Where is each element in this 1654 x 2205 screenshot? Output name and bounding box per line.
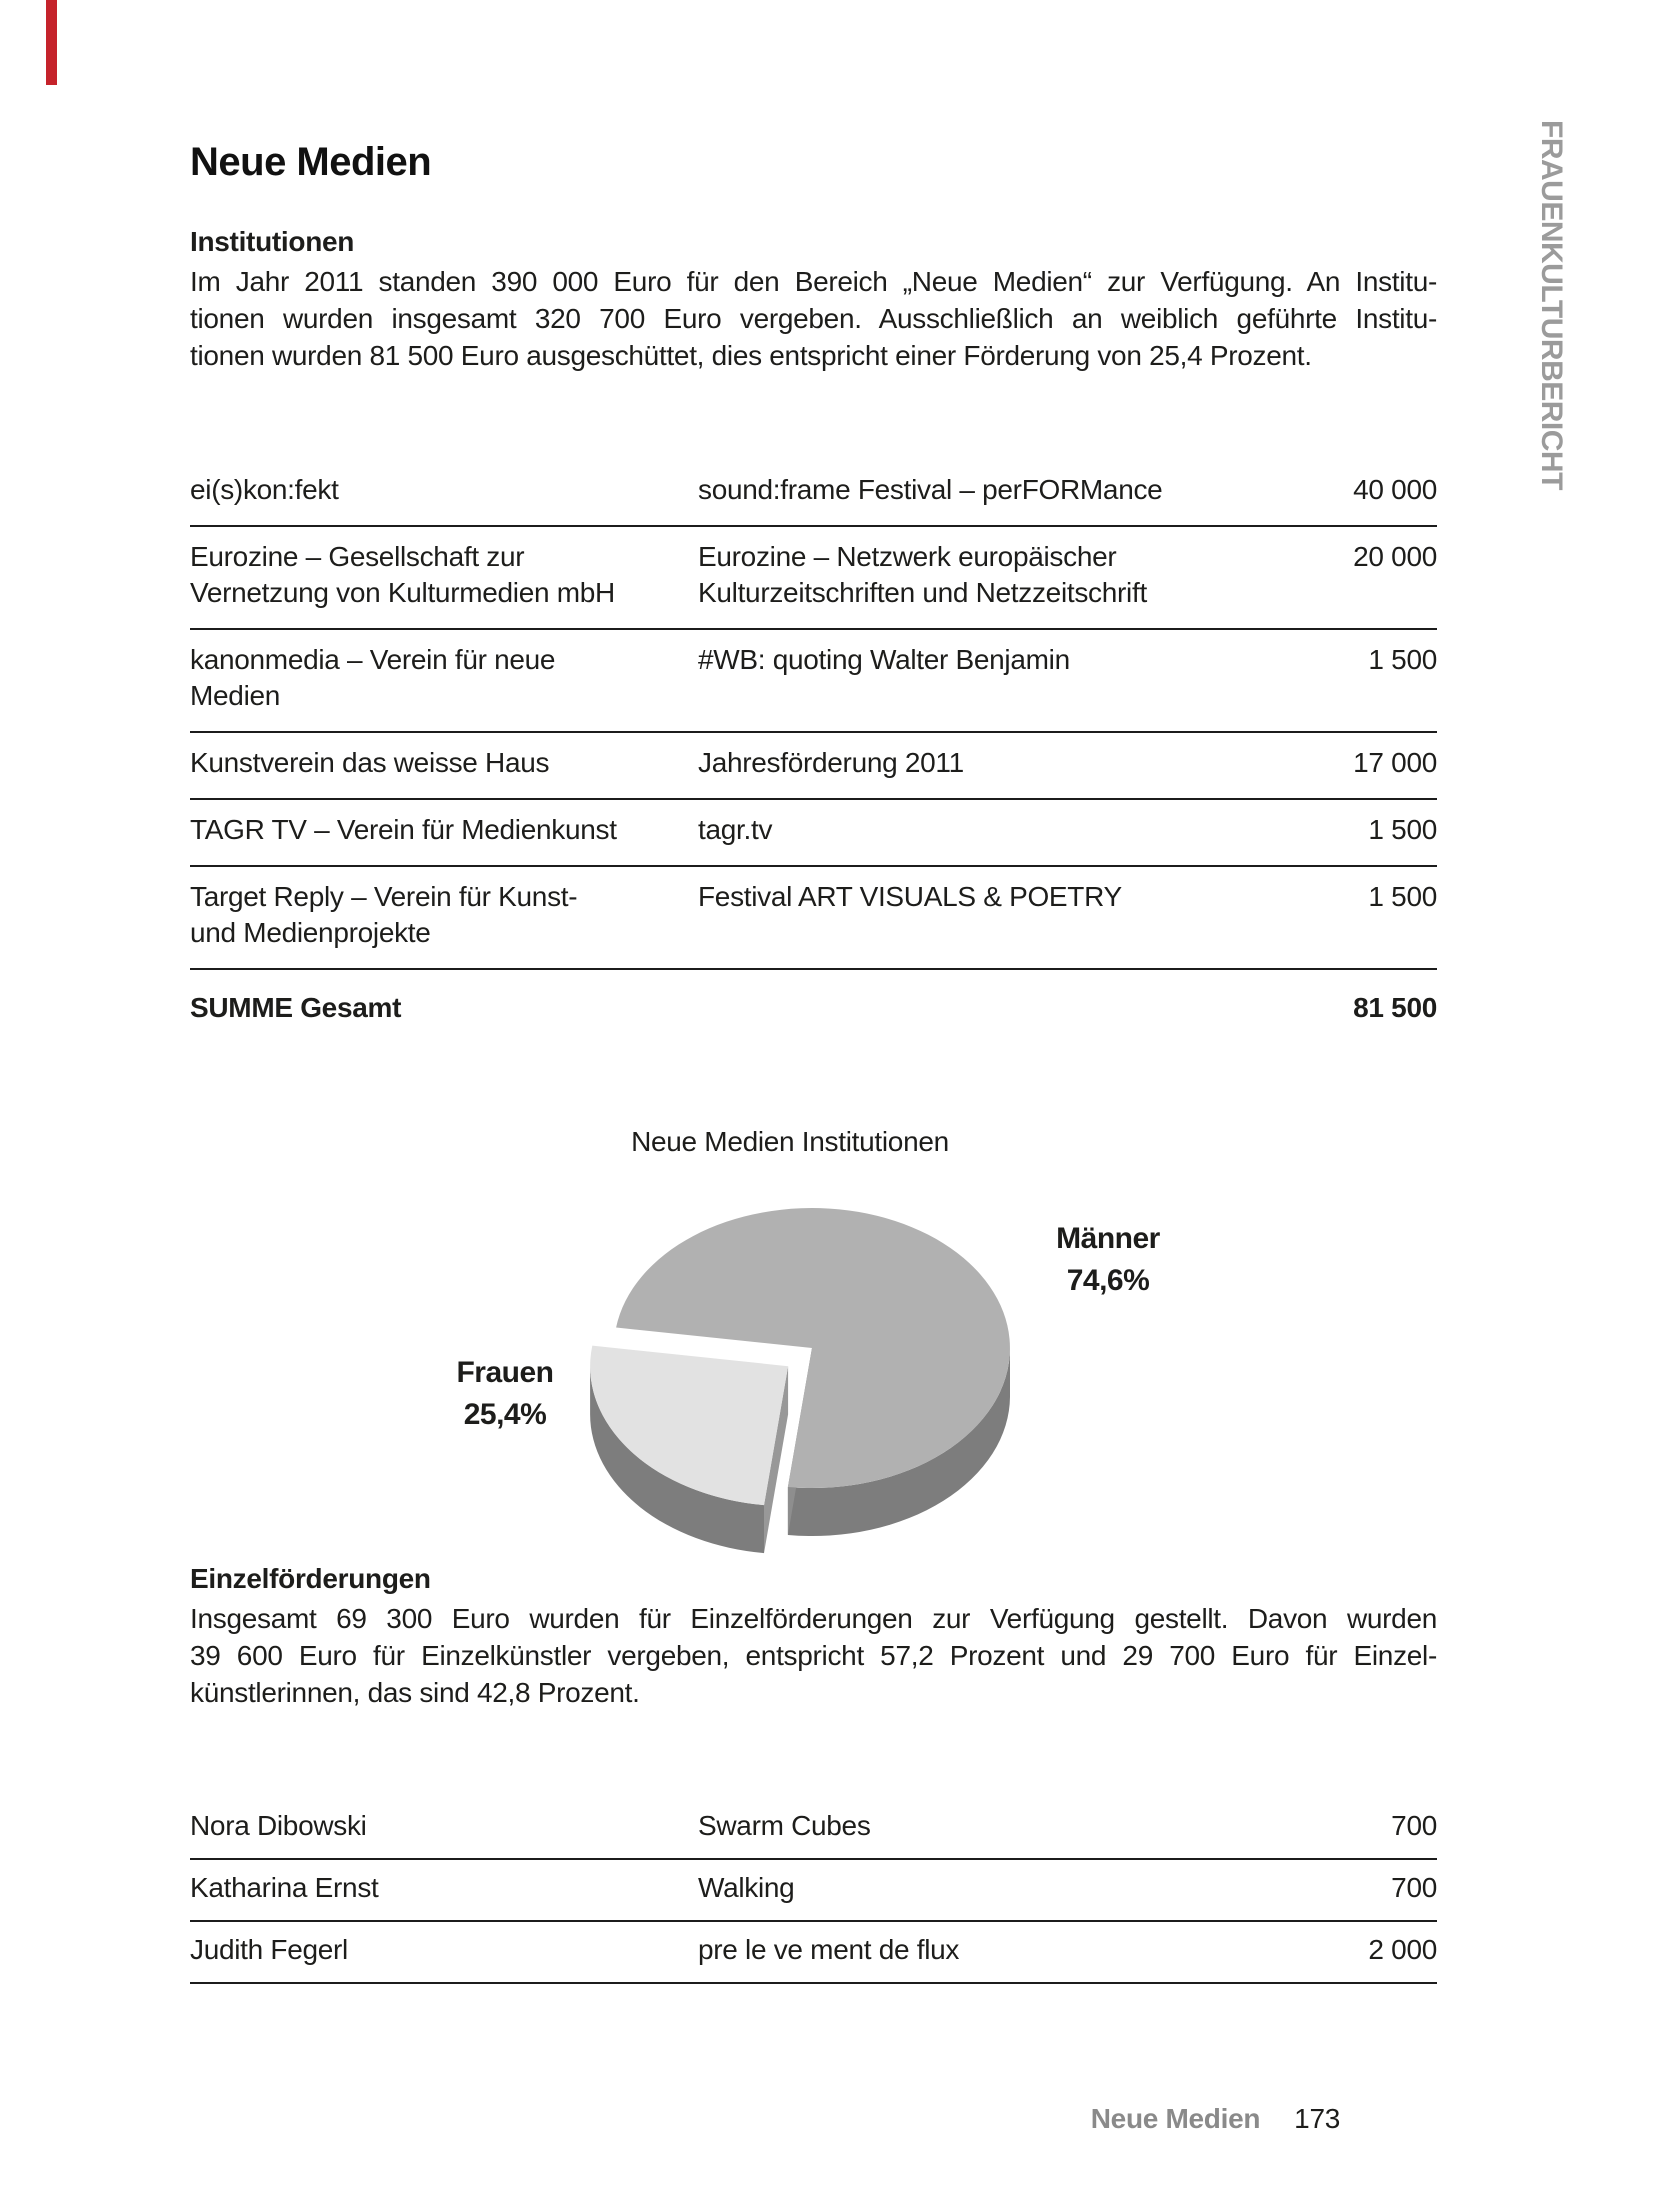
- table-row: Katharina Ernst Walking 700: [190, 1860, 1437, 1922]
- table-row: kanonmedia – Verein für neue Medien #WB:…: [190, 630, 1437, 733]
- project-cell: sound:frame Festival – perFORMance: [698, 474, 1163, 505]
- person-cell: Nora Dibowski: [190, 1810, 367, 1841]
- institutionen-paragraph: Im Jahr 2011 standen 390 000 Euro für de…: [190, 263, 1437, 374]
- chart-title: Neue Medien Institutionen: [631, 1126, 949, 1157]
- paragraph-line: tionen wurden insgesamt 320 700 Euro ver…: [190, 303, 1437, 334]
- project-cell: pre le ve ment de flux: [698, 1934, 960, 1965]
- project-cell: Festival ART VISUALS & POETRY: [698, 881, 1122, 912]
- institution-cell: Eurozine – Gesellschaft zur Vernetzung v…: [190, 541, 615, 608]
- pie-slice-frauen: [590, 1345, 789, 1506]
- pie-side-maenner: [787, 1348, 1010, 1537]
- person-cell: Katharina Ernst: [190, 1872, 379, 1903]
- pie-slice-maenner: [616, 1208, 1010, 1489]
- project-cell: Jahresförderung 2011: [698, 747, 964, 778]
- institution-cell: kanonmedia – Verein für neue Medien: [190, 644, 556, 711]
- project-cell: Walking: [698, 1872, 795, 1903]
- pie-label-maenner: Männer 74,6%: [1018, 1218, 1198, 1302]
- total-amount: 81 500: [1353, 992, 1437, 1023]
- amount-cell: 1 500: [1368, 814, 1437, 845]
- table-row: Judith Fegerl pre le ve ment de flux 2 0…: [190, 1922, 1437, 1984]
- table-row: TAGR TV – Verein für Medienkunst tagr.tv…: [190, 800, 1437, 867]
- paragraph-line: tionen wurden 81 500 Euro ausgeschüttet,…: [190, 340, 1312, 371]
- pie-side-frauen: [590, 1366, 764, 1554]
- amount-cell: 2 000: [1368, 1934, 1437, 1965]
- table-row: Nora Dibowski Swarm Cubes 700: [190, 1798, 1437, 1860]
- amount-cell: 700: [1391, 1810, 1437, 1841]
- institution-cell: TAGR TV – Verein für Medienkunst: [190, 814, 617, 845]
- project-cell: Swarm Cubes: [698, 1810, 871, 1841]
- page-footer: Neue Medien 173: [950, 2103, 1341, 2135]
- pie-label-value: 74,6%: [1066, 1264, 1150, 1297]
- paragraph-line: Insgesamt 69 300 Euro wurden für Einzelf…: [190, 1603, 1437, 1634]
- project-cell: tagr.tv: [698, 814, 773, 845]
- amount-cell: 17 000: [1353, 747, 1437, 778]
- einzelfoerderungen-heading: Einzelförderungen: [190, 1563, 431, 1594]
- pie-cut-frauen: [764, 1366, 789, 1554]
- pie-label-frauen: Frauen 25,4%: [415, 1352, 595, 1436]
- total-label: SUMME Gesamt: [190, 992, 402, 1023]
- footer-section-label: Neue Medien: [1090, 2103, 1261, 2134]
- red-edge-tab: [46, 0, 57, 85]
- table-row: Eurozine – Gesellschaft zur Vernetzung v…: [190, 527, 1437, 630]
- paragraph-line: künstlerinnen, das sind 42,8 Prozent.: [190, 1677, 640, 1708]
- page-title: Neue Medien: [190, 140, 432, 184]
- table-row: Target Reply – Verein für Kunst- und Med…: [190, 867, 1437, 970]
- pie-chart-svg: [590, 1208, 1010, 1554]
- institution-cell: ei(s)kon:fekt: [190, 474, 339, 505]
- vertical-report-label: FRAUENKULTURBERICHT: [1535, 120, 1568, 490]
- amount-cell: 40 000: [1353, 474, 1437, 505]
- institution-cell: Kunstverein das weisse Haus: [190, 747, 550, 778]
- table-row: ei(s)kon:fekt sound:frame Festival – per…: [190, 460, 1437, 527]
- institutionen-table: ei(s)kon:fekt sound:frame Festival – per…: [190, 460, 1437, 1024]
- pie-label-value: 25,4%: [463, 1398, 547, 1431]
- amount-cell: 20 000: [1353, 541, 1437, 572]
- project-cell: Eurozine – Netzwerk europäischer Kulturz…: [698, 541, 1147, 608]
- amount-cell: 1 500: [1368, 881, 1437, 912]
- amount-cell: 1 500: [1368, 644, 1437, 675]
- amount-cell: 700: [1391, 1872, 1437, 1903]
- einzelfoerderungen-table: Nora Dibowski Swarm Cubes 700 Katharina …: [190, 1798, 1437, 1984]
- einzelfoerderungen-paragraph: Insgesamt 69 300 Euro wurden für Einzelf…: [190, 1600, 1437, 1711]
- project-cell: #WB: quoting Walter Benjamin: [698, 644, 1070, 675]
- institution-cell: Target Reply – Verein für Kunst- und Med…: [190, 881, 578, 948]
- paragraph-line: Im Jahr 2011 standen 390 000 Euro für de…: [190, 266, 1437, 297]
- person-cell: Judith Fegerl: [190, 1934, 348, 1965]
- table-row: Kunstverein das weisse Haus Jahresförder…: [190, 733, 1437, 800]
- footer-page-number: 173: [1294, 2103, 1340, 2134]
- pie-label-name: Frauen: [456, 1356, 554, 1389]
- institutionen-heading: Institutionen: [190, 226, 355, 257]
- pie-label-name: Männer: [1056, 1222, 1160, 1255]
- table-total-row: SUMME Gesamt 81 500: [190, 970, 1437, 1024]
- pie-chart: [540, 1180, 1180, 1560]
- paragraph-line: 39 600 Euro für Einzelkünstler vergeben,…: [190, 1640, 1437, 1671]
